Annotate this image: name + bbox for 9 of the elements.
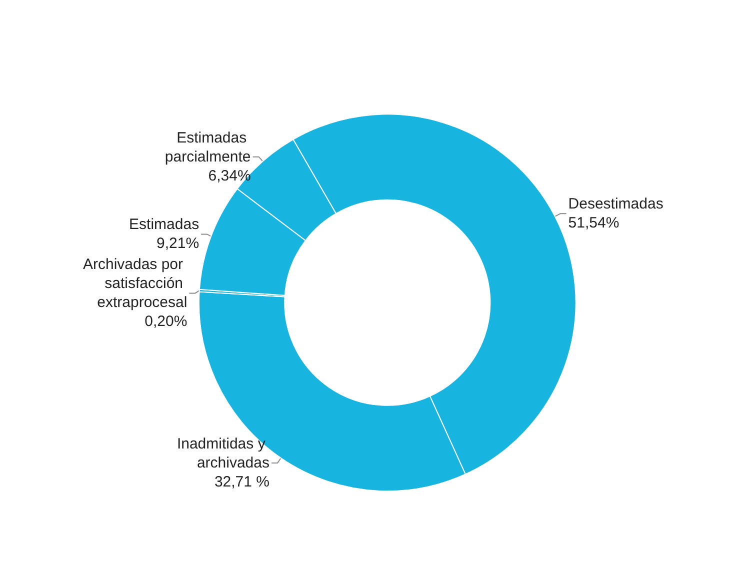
slice-label: Estimadas <box>129 216 200 234</box>
data-label: 6,34% <box>208 167 251 184</box>
slice-label: Estimadas parcialmente <box>164 129 251 166</box>
data-label: 0,20% <box>144 313 188 330</box>
data-label: 9,21% <box>156 235 200 252</box>
data-label: 32,71 % <box>214 474 270 491</box>
data-label: 51,54% <box>568 214 620 232</box>
slice-label: Archivadas por satisfacción extraprocesal <box>82 256 188 312</box>
slice-label: Desestimadas <box>568 196 664 213</box>
